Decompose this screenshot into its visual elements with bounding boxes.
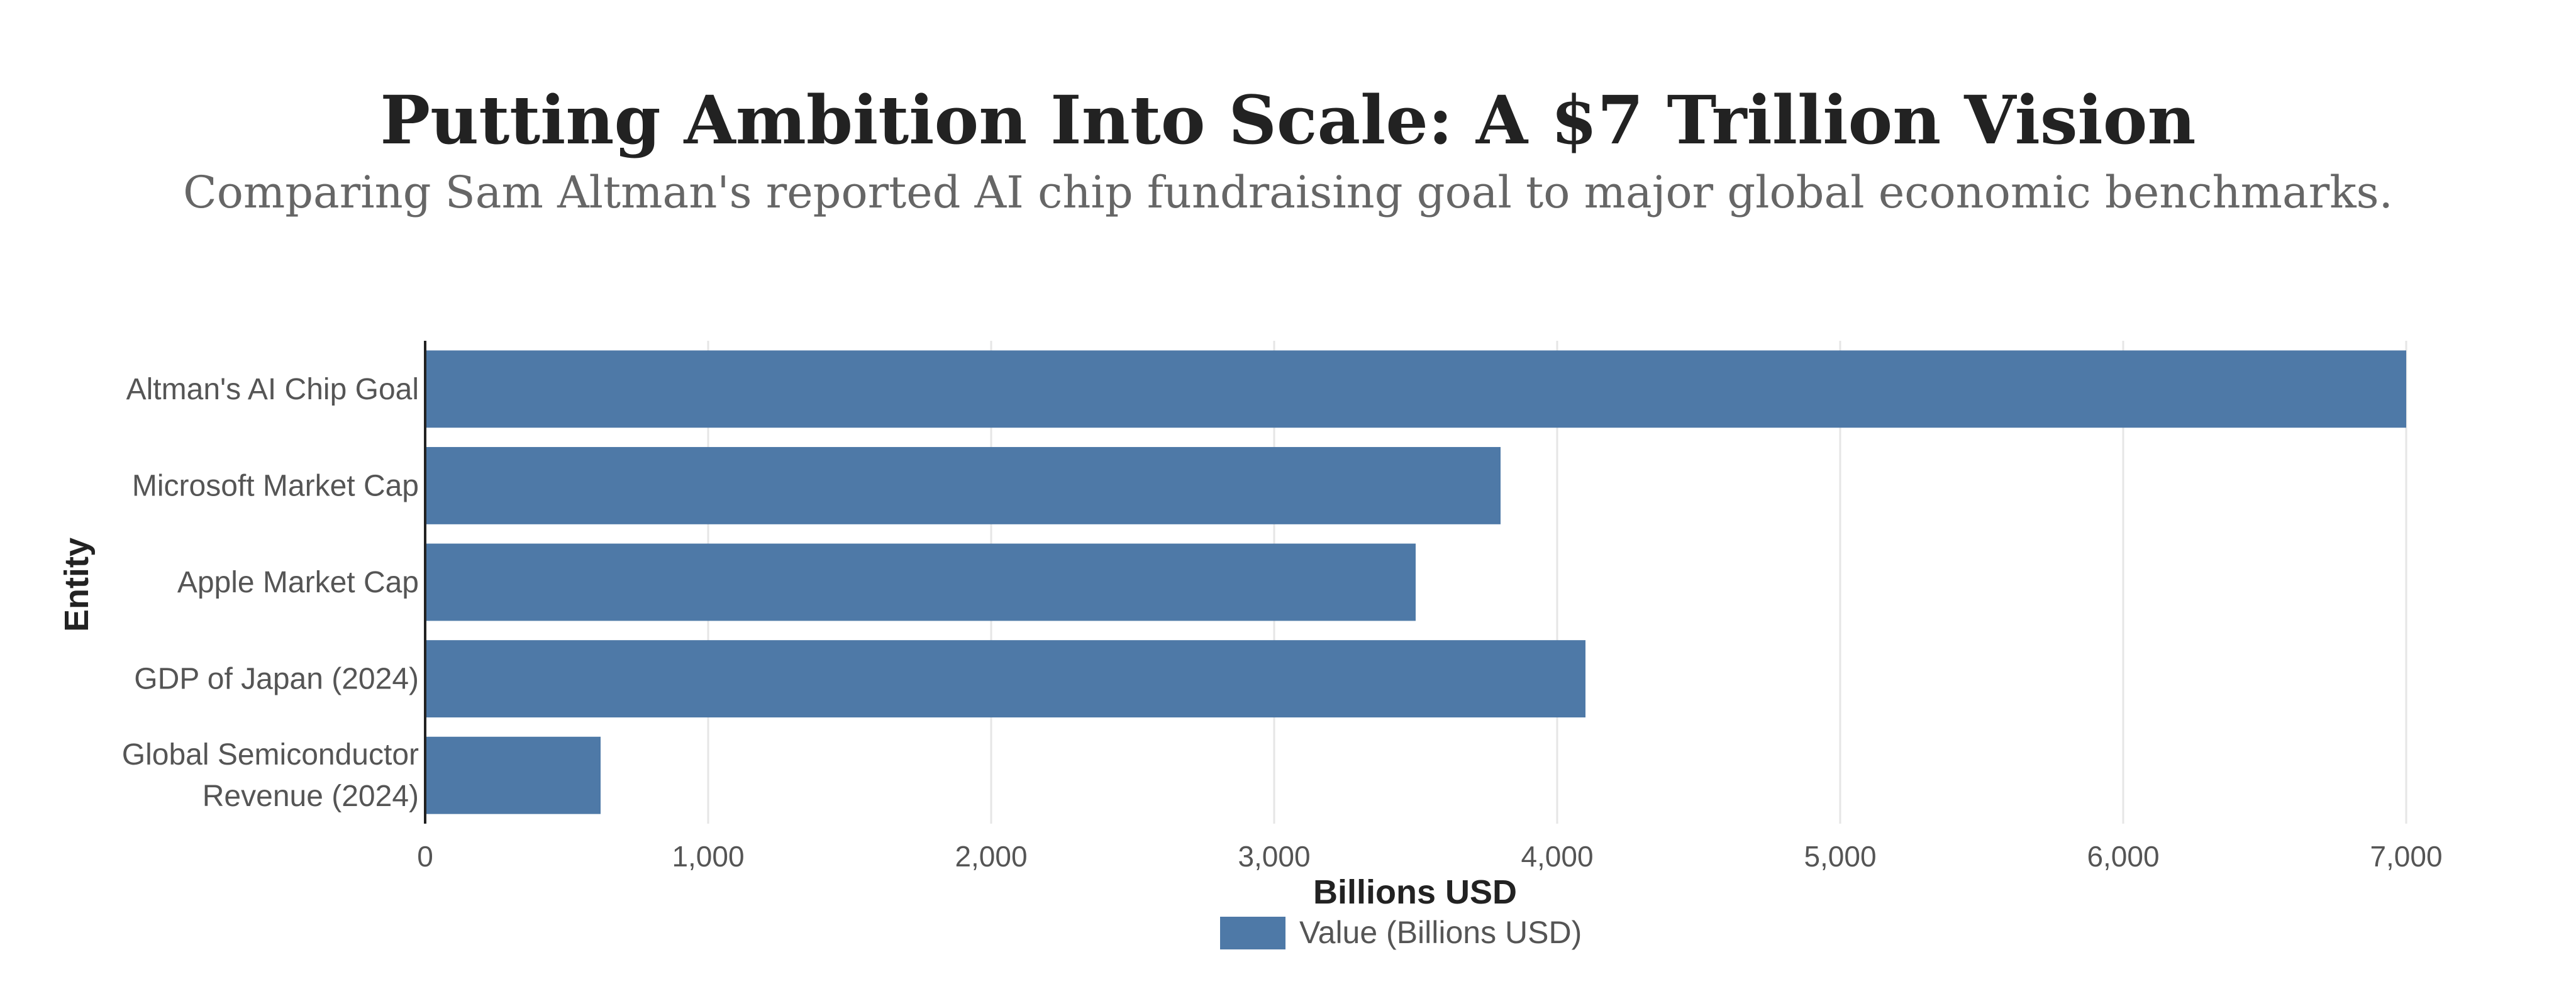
category-label-0: Altman's AI Chip Goal bbox=[126, 373, 419, 406]
x-tick-label-1: 1,000 bbox=[672, 840, 744, 873]
legend-label: Value (Billions USD) bbox=[1299, 915, 1582, 950]
x-tick-label-2: 2,000 bbox=[955, 840, 1027, 873]
legend-swatch bbox=[1220, 917, 1285, 949]
bar-1 bbox=[425, 446, 1501, 524]
bars bbox=[425, 350, 2406, 814]
category-labels: Altman's AI Chip Goal Microsoft Market Ca… bbox=[122, 373, 419, 813]
x-tick-label-5: 5,000 bbox=[1804, 840, 1876, 873]
bar-4 bbox=[425, 736, 601, 814]
x-tick-label-0: 0 bbox=[417, 840, 433, 873]
x-axis-title: Billions USD bbox=[1313, 873, 1517, 911]
x-tick-label-3: 3,000 bbox=[1238, 840, 1310, 873]
category-label-3: GDP of Japan (2024) bbox=[134, 663, 419, 696]
y-axis-title: Entity bbox=[58, 538, 96, 632]
category-label-2: Apple Market Cap bbox=[177, 566, 419, 599]
category-label-4-line-1: Revenue (2024) bbox=[203, 780, 419, 813]
x-tick-label-7: 7,000 bbox=[2370, 840, 2442, 873]
bar-3 bbox=[425, 640, 1585, 718]
legend: Value (Billions USD) bbox=[1220, 915, 1582, 950]
category-label-4-line-0: Global Semiconductor bbox=[122, 738, 419, 771]
chart-subtitle: Comparing Sam Altman's reported AI chip … bbox=[183, 167, 2393, 218]
chart-title: Putting Ambition Into Scale: A $7 Trilli… bbox=[380, 80, 2196, 159]
x-tick-label-6: 6,000 bbox=[2087, 840, 2159, 873]
x-tick-label-4: 4,000 bbox=[1521, 840, 1593, 873]
x-tick-labels: 0 1,000 2,000 3,000 4,000 5,000 6,000 7,000 bbox=[417, 840, 2442, 873]
bar-0 bbox=[425, 350, 2406, 428]
category-label-1: Microsoft Market Cap bbox=[132, 469, 419, 502]
bar-2 bbox=[425, 543, 1416, 621]
